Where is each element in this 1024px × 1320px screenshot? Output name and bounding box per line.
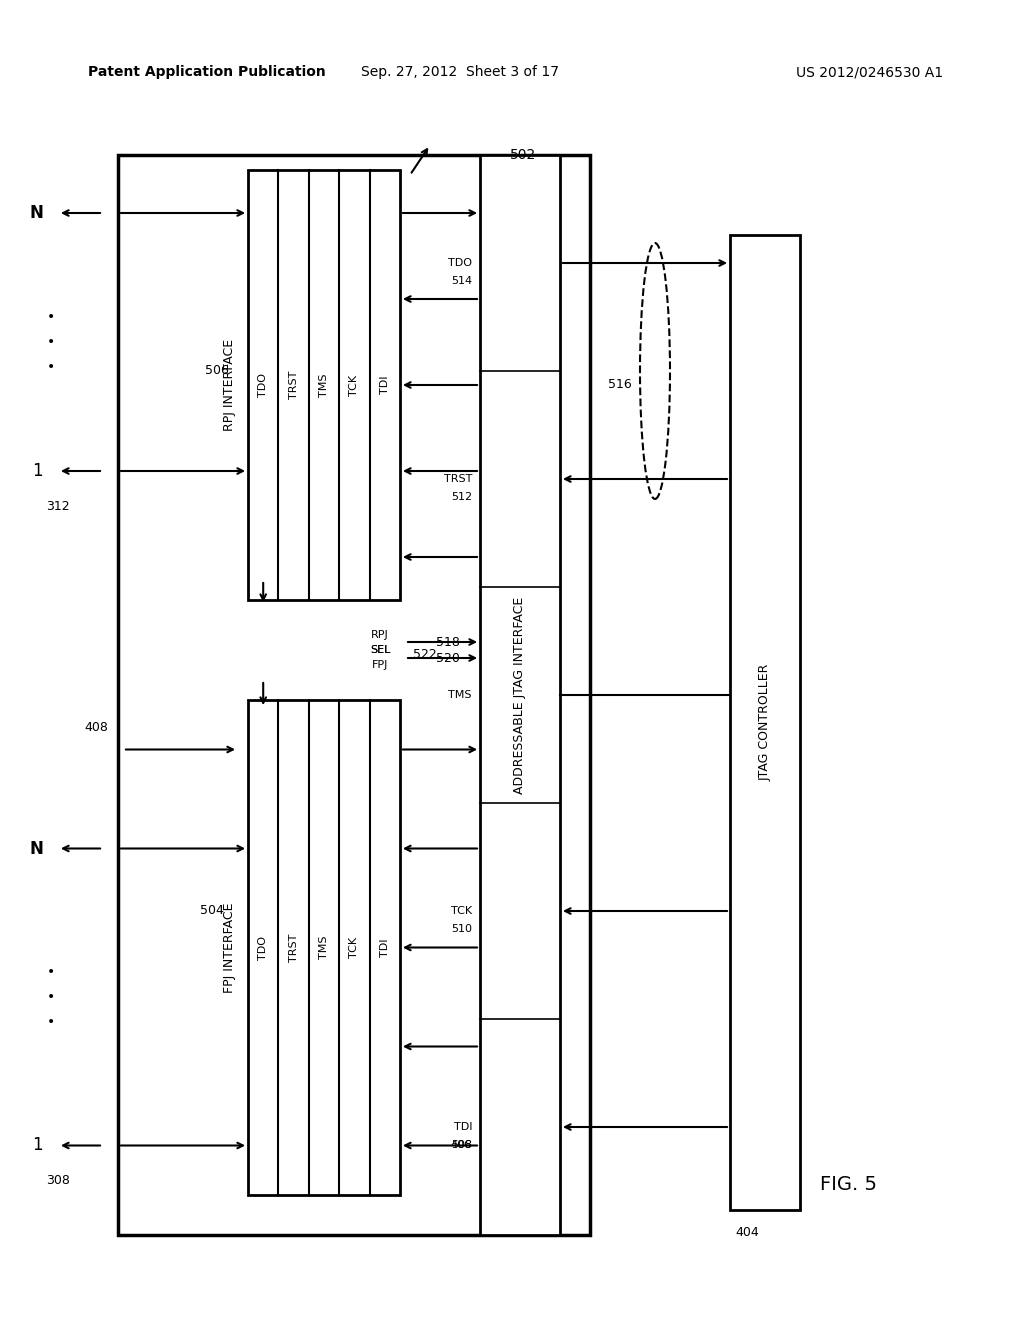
- Text: TDO: TDO: [258, 936, 268, 960]
- Text: FIG. 5: FIG. 5: [820, 1176, 877, 1195]
- Text: TCK: TCK: [451, 906, 472, 916]
- Text: •: •: [47, 360, 55, 374]
- Text: 404: 404: [735, 1225, 759, 1238]
- Text: N: N: [29, 205, 43, 222]
- Text: 312: 312: [46, 499, 70, 512]
- Text: TDI: TDI: [380, 376, 390, 395]
- Text: TDO: TDO: [258, 374, 268, 397]
- Bar: [480, 154, 560, 1236]
- Text: 408: 408: [84, 721, 108, 734]
- Text: Sep. 27, 2012  Sheet 3 of 17: Sep. 27, 2012 Sheet 3 of 17: [361, 65, 559, 79]
- Text: 504: 504: [200, 903, 224, 916]
- Text: TMS: TMS: [449, 690, 472, 700]
- Text: 516: 516: [608, 379, 632, 392]
- Text: 508: 508: [451, 1140, 472, 1150]
- Text: TDI: TDI: [380, 939, 390, 957]
- Text: ADDRESSABLE JTAG INTERFACE: ADDRESSABLE JTAG INTERFACE: [513, 597, 526, 793]
- Text: TCK: TCK: [349, 375, 359, 396]
- Bar: [248, 170, 400, 601]
- Text: 512: 512: [451, 492, 472, 502]
- Text: US 2012/0246530 A1: US 2012/0246530 A1: [797, 65, 943, 79]
- Text: TDI: TDI: [454, 1122, 472, 1133]
- Text: 520: 520: [436, 652, 460, 664]
- Text: 1: 1: [33, 1137, 43, 1155]
- Bar: [730, 235, 800, 1210]
- Text: RPJ: RPJ: [371, 630, 389, 640]
- Text: 522: 522: [413, 648, 437, 661]
- Text: Patent Application Publication: Patent Application Publication: [88, 65, 326, 79]
- Text: TRST: TRST: [289, 371, 299, 399]
- Text: 1: 1: [33, 462, 43, 480]
- Text: FPJ: FPJ: [372, 660, 388, 671]
- Text: TMS: TMS: [319, 374, 329, 397]
- Text: N: N: [29, 840, 43, 858]
- Text: JTAG CONTROLLER: JTAG CONTROLLER: [759, 664, 771, 781]
- Text: TMS: TMS: [319, 936, 329, 960]
- Text: SEL: SEL: [370, 645, 390, 655]
- Text: SEL: SEL: [370, 645, 390, 655]
- Text: •: •: [47, 335, 55, 348]
- Text: 514: 514: [451, 276, 472, 286]
- Text: 506: 506: [205, 363, 229, 376]
- Text: TRST: TRST: [443, 474, 472, 484]
- Text: TCK: TCK: [349, 937, 359, 958]
- Text: 308: 308: [46, 1173, 70, 1187]
- Text: •: •: [47, 310, 55, 323]
- Text: •: •: [47, 1015, 55, 1030]
- Bar: [118, 154, 590, 1236]
- Text: RPJ INTERFACE: RPJ INTERFACE: [223, 339, 237, 432]
- Bar: [248, 700, 400, 1195]
- Text: TDO: TDO: [449, 257, 472, 268]
- Text: •: •: [47, 990, 55, 1005]
- Text: 502: 502: [510, 148, 537, 162]
- Text: FPJ INTERFACE: FPJ INTERFACE: [223, 903, 237, 993]
- Text: •: •: [47, 965, 55, 979]
- Text: 406: 406: [451, 1140, 472, 1150]
- Text: TRST: TRST: [289, 933, 299, 962]
- Text: 510: 510: [451, 924, 472, 935]
- Text: 518: 518: [436, 635, 460, 648]
